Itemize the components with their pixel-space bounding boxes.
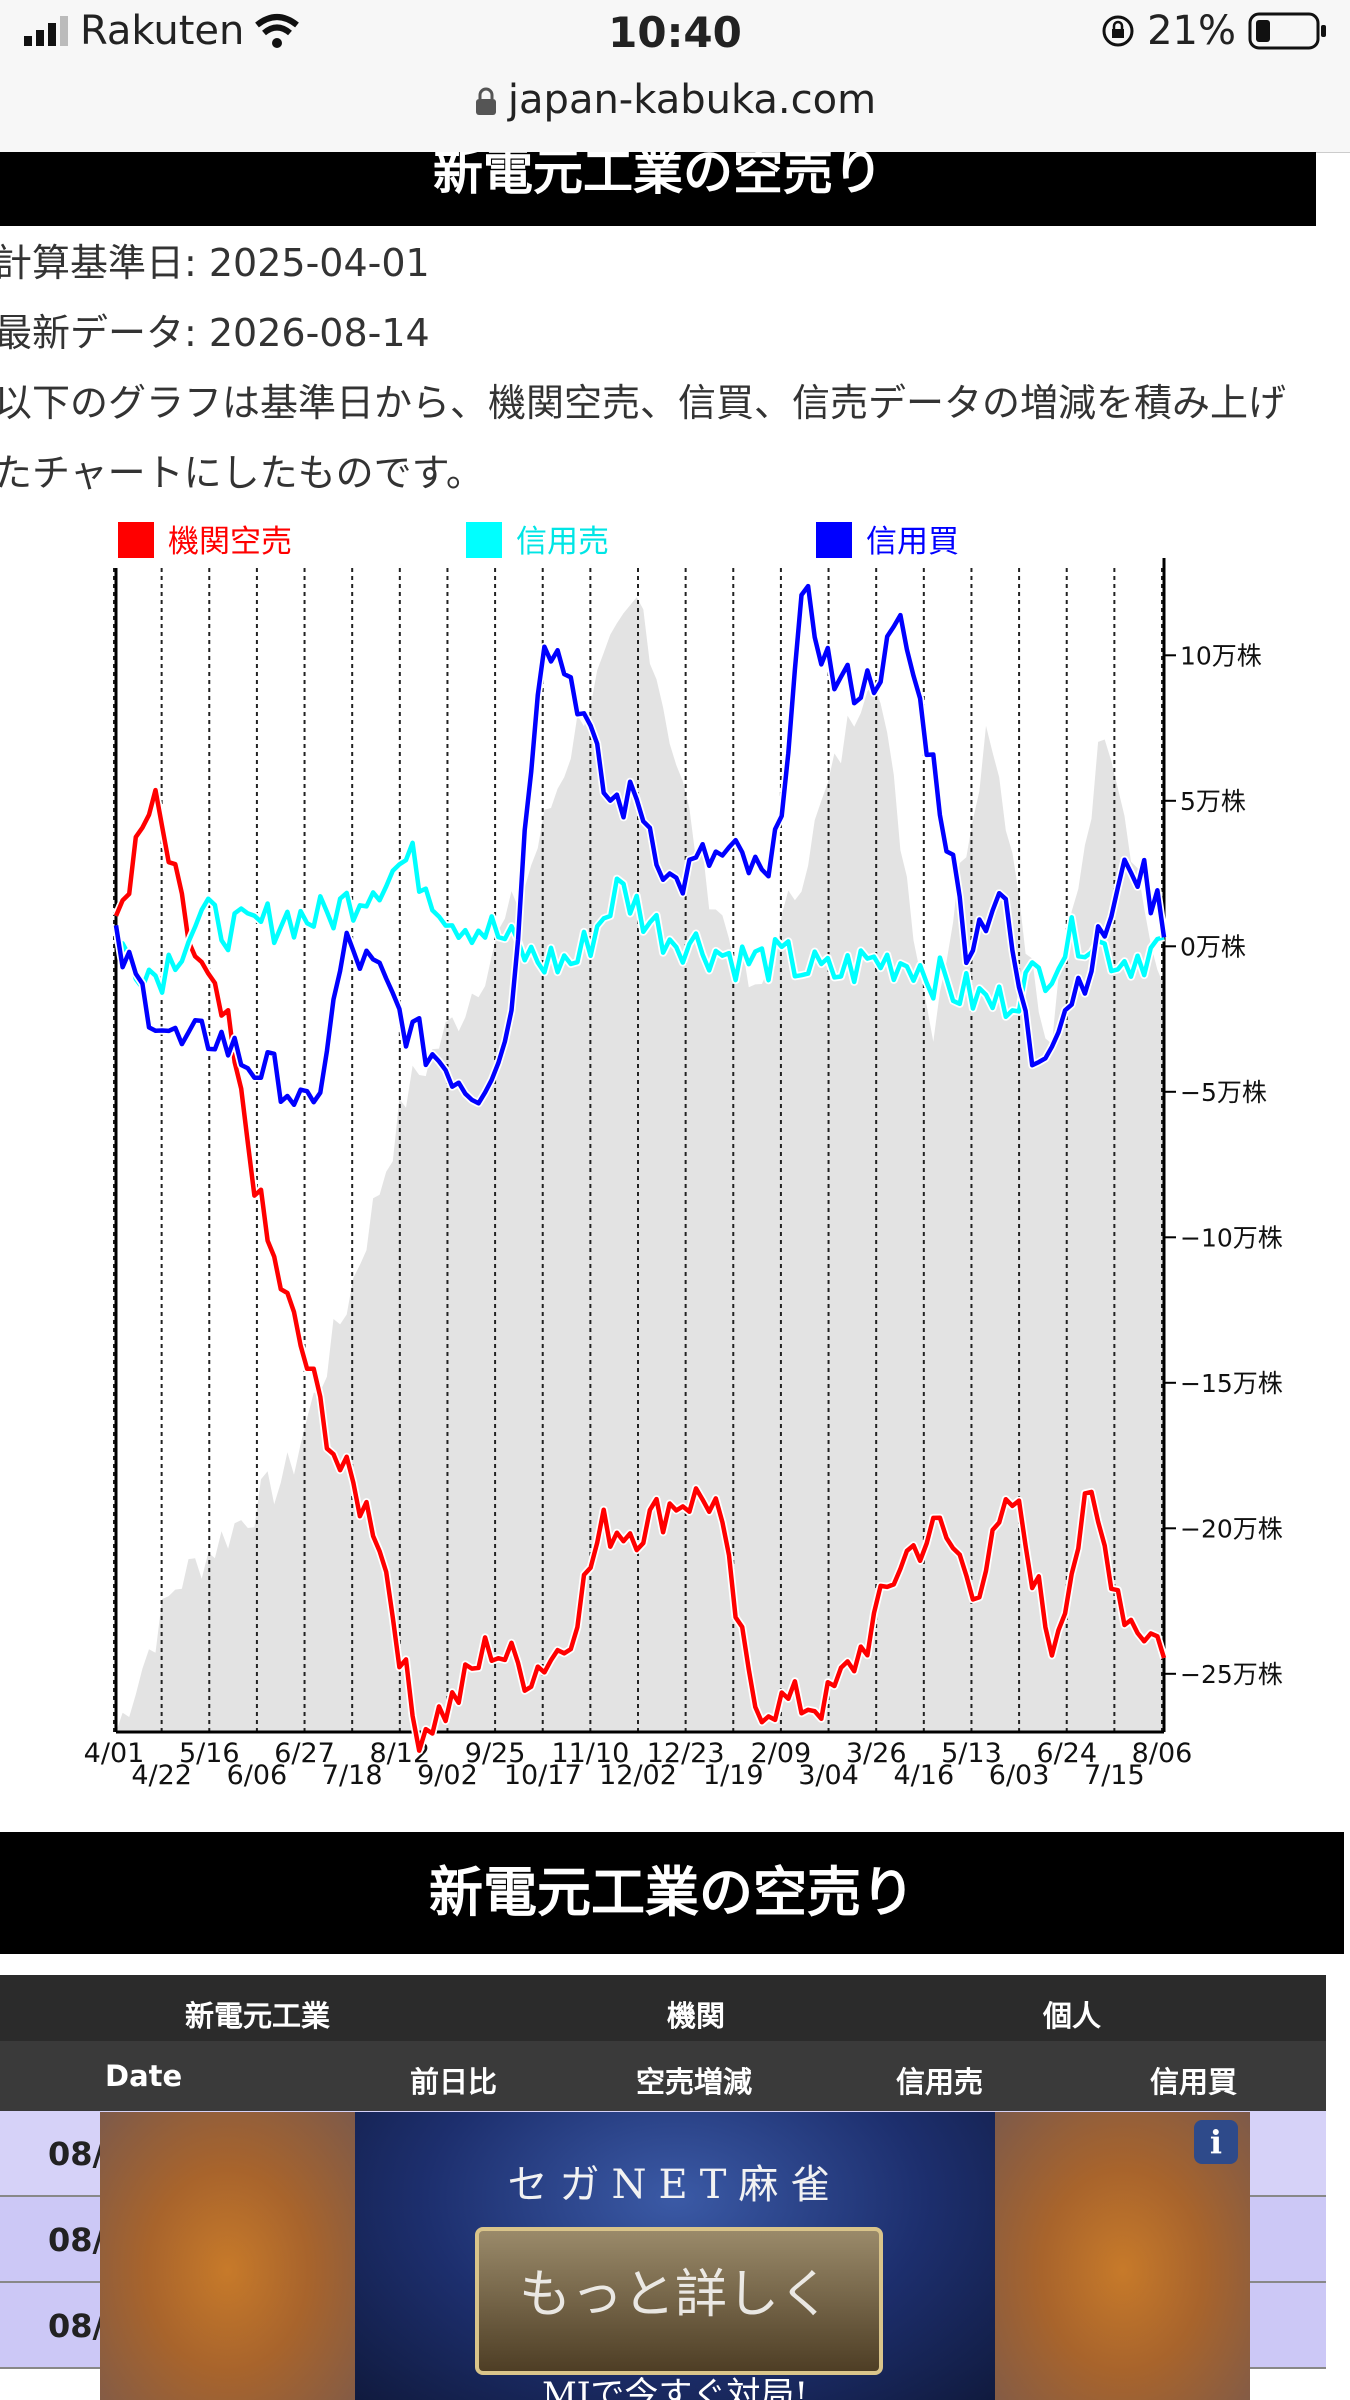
header-margin-buy: 信用買 bbox=[1150, 2065, 1238, 2099]
x-tick-label: 8/06 bbox=[1132, 1738, 1193, 1769]
series-line-margin-sell bbox=[115, 840, 1165, 1020]
carrier-name: Rakuten bbox=[80, 8, 245, 54]
legend-swatch-margin-buy bbox=[816, 522, 852, 558]
ad-creative[interactable]: セガNET麻雀 もっと詳しく MJで今すぐ対局! bbox=[355, 2112, 995, 2400]
x-tick-label: 7/15 bbox=[1084, 1760, 1145, 1791]
carrier-area: Rakuten bbox=[24, 8, 300, 54]
ad-blur-left bbox=[100, 2112, 355, 2400]
description-line-2: たチャートにしたものです。 bbox=[0, 451, 484, 495]
ad-banner[interactable]: セガNET麻雀 もっと詳しく MJで今すぐ対局! i bbox=[100, 2112, 1250, 2400]
legend-label-inst-short: 機関空売 bbox=[168, 524, 292, 560]
base-date-text: 計算基準日: 2025-04-01 bbox=[0, 241, 430, 285]
chart-legend: 機関空売 信用売 信用買 bbox=[118, 522, 959, 560]
y-tick-label: −15万株 bbox=[1180, 1369, 1283, 1398]
address-bar[interactable]: japan-kabuka.com bbox=[0, 62, 1350, 153]
clock: 10:40 bbox=[608, 8, 742, 57]
x-tick-label: 12/02 bbox=[599, 1760, 677, 1791]
url-text: japan-kabuka.com bbox=[507, 77, 877, 123]
battery-percent: 21% bbox=[1147, 8, 1236, 54]
x-tick-label: 9/02 bbox=[417, 1760, 478, 1791]
x-tick-label: 10/17 bbox=[504, 1760, 582, 1791]
rotation-lock-icon bbox=[1102, 15, 1134, 47]
lock-icon bbox=[475, 87, 496, 115]
y-tick-label: −10万株 bbox=[1180, 1223, 1283, 1252]
table-header-group: 新電元工業 機関 個人 bbox=[0, 1975, 1326, 2041]
y-tick-label: 0万株 bbox=[1180, 932, 1246, 961]
row-date: 08/ bbox=[48, 2307, 105, 2345]
x-tick-label: 1/19 bbox=[703, 1760, 764, 1791]
x-tick-label: 3/26 bbox=[846, 1738, 907, 1769]
ad-subtitle: MJで今すぐ対局! bbox=[541, 2375, 809, 2400]
short-selling-chart: 機関空売 信用売 信用買 10万株 5万株 0万株 −5万株 −10万株 −15万株 −20… bbox=[84, 522, 1283, 1791]
x-tick-label: 5/13 bbox=[941, 1738, 1002, 1769]
signal-icon bbox=[24, 16, 68, 46]
page-title: 新電元工業の空売り bbox=[0, 152, 1316, 226]
row-date: 08/ bbox=[48, 2221, 105, 2259]
x-tick-label: 4/16 bbox=[893, 1760, 954, 1791]
latest-data-text: 最新データ: 2026-08-14 bbox=[0, 311, 430, 355]
header-margin-sell: 信用売 bbox=[896, 2065, 984, 2099]
y-tick-label: −25万株 bbox=[1180, 1660, 1283, 1689]
header-individual: 個人 bbox=[1043, 1999, 1102, 2033]
ad-info-icon[interactable]: i bbox=[1194, 2120, 1238, 2164]
legend-swatch-inst-short bbox=[118, 522, 154, 558]
x-tick-label: 7/18 bbox=[322, 1760, 383, 1791]
x-tick-label: 2/09 bbox=[751, 1738, 812, 1769]
x-tick-label: 6/27 bbox=[274, 1738, 335, 1769]
y-tick-label: 10万株 bbox=[1180, 641, 1262, 670]
y-tick-label: −20万株 bbox=[1180, 1514, 1283, 1543]
legend-label-margin-sell: 信用売 bbox=[516, 524, 609, 560]
legend-label-margin-buy: 信用買 bbox=[866, 524, 959, 560]
header-prev-day: 前日比 bbox=[410, 2065, 498, 2099]
x-tick-label: 3/04 bbox=[798, 1760, 859, 1791]
series-line-inst-short bbox=[113, 787, 1167, 1753]
header-short-change: 空売増減 bbox=[636, 2065, 753, 2099]
battery-area: 21% bbox=[1101, 8, 1328, 54]
wifi-icon bbox=[255, 14, 300, 48]
x-tick-label: 6/24 bbox=[1036, 1738, 1097, 1769]
mj-logo bbox=[475, 2227, 883, 2375]
x-tick-label: 12/23 bbox=[647, 1738, 725, 1769]
y-tick-label: 5万株 bbox=[1180, 787, 1246, 816]
section-title: 新電元工業の空売り bbox=[0, 1832, 1344, 1954]
x-tick-label: 4/22 bbox=[131, 1760, 192, 1791]
legend-swatch-margin-sell bbox=[466, 522, 502, 558]
background-area bbox=[116, 597, 1164, 1733]
battery-icon bbox=[1248, 12, 1326, 50]
ad-title: セガNET麻雀 bbox=[507, 2162, 843, 2208]
header-date: Date bbox=[105, 2059, 183, 2093]
x-tick-label: 4/01 bbox=[84, 1738, 145, 1769]
header-institution: 機関 bbox=[667, 1999, 726, 2033]
x-tick-label: 6/06 bbox=[227, 1760, 288, 1791]
x-tick-label: 11/10 bbox=[551, 1738, 629, 1769]
x-tick-label: 6/03 bbox=[989, 1760, 1050, 1791]
ad-cta-text[interactable]: もっと詳しく bbox=[518, 2265, 831, 2325]
y-tick-label: −5万株 bbox=[1180, 1078, 1267, 1107]
row-date: 08/ bbox=[48, 2135, 105, 2173]
description-line-1: 以下のグラフは基準日から、機関空売、信買、信売データの増減を積み上げ bbox=[0, 381, 1287, 425]
x-tick-label: 5/16 bbox=[179, 1738, 240, 1769]
table-header-columns: Date 前日比 空売増減 信用売 信用買 bbox=[0, 2041, 1326, 2111]
x-tick-label: 9/25 bbox=[465, 1738, 526, 1769]
series-line-margin-buy bbox=[113, 583, 1167, 1108]
header-company: 新電元工業 bbox=[185, 1999, 331, 2033]
